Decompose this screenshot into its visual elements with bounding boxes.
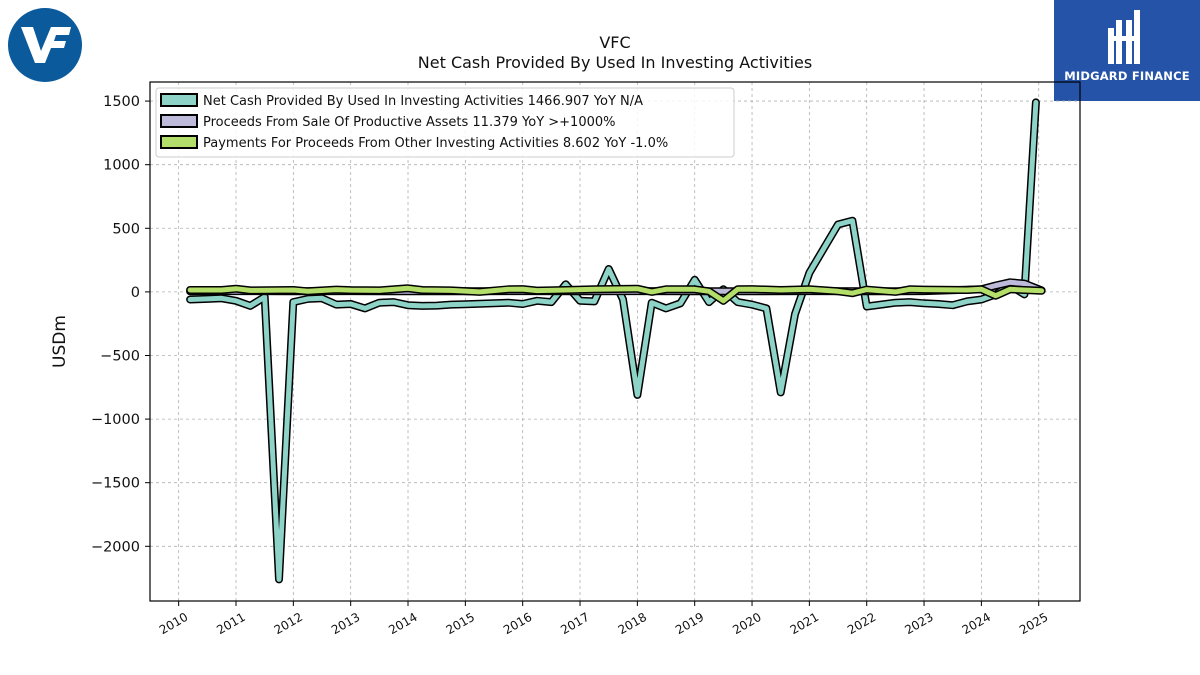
x-tick-label: 2021 — [788, 610, 821, 637]
x-tick-label: 2018 — [616, 610, 649, 637]
legend-swatch-1 — [160, 93, 198, 107]
legend-label-3: Payments For Proceeds From Other Investi… — [203, 136, 668, 151]
legend-swatch-3 — [160, 135, 198, 149]
chart-title-ticker: VFC — [599, 33, 631, 52]
x-tick-label: 2010 — [157, 610, 190, 637]
legend-label-2: Proceeds From Sale Of Productive Assets … — [203, 115, 615, 130]
y-tick-label: 0 — [131, 285, 140, 301]
chart-title: Net Cash Provided By Used In Investing A… — [417, 53, 813, 72]
x-tick-label: 2023 — [902, 610, 935, 637]
y-tick-label: −500 — [100, 348, 140, 364]
x-tick-label: 2014 — [386, 610, 419, 637]
y-tick-label: −1500 — [91, 476, 140, 492]
y-tick-label: −1000 — [91, 412, 140, 428]
x-tick-label: 2020 — [730, 610, 763, 637]
midgard-finance-mark — [1108, 10, 1140, 64]
y-axis-label: USDm — [50, 315, 70, 368]
series-line-1 — [187, 99, 1039, 582]
legend-box — [155, 87, 735, 158]
vf-logo-mark — [8, 8, 82, 82]
y-tick-label: −2000 — [91, 539, 140, 555]
series-line-3 — [187, 285, 1045, 304]
plot-frame — [149, 81, 1081, 602]
brand-name: MIDGARD FINANCE — [1064, 69, 1190, 83]
vf-logo — [7, 7, 83, 83]
midgard-finance-logo: MIDGARD FINANCE — [1054, 0, 1200, 101]
legend-swatch-2 — [160, 114, 198, 128]
x-tick-label: 2012 — [272, 610, 305, 637]
x-tick-label: 2015 — [444, 610, 477, 637]
y-tick-label: 1000 — [103, 158, 140, 174]
legend-label-1: Net Cash Provided By Used In Investing A… — [203, 94, 643, 109]
series-outline-1 — [186, 98, 1040, 584]
x-tick-label: 2011 — [214, 610, 247, 637]
y-tick-label: 1500 — [103, 94, 140, 110]
x-tick-label: 2013 — [329, 610, 362, 637]
x-tick-label: 2017 — [558, 610, 591, 637]
x-tick-label: 2025 — [1017, 610, 1050, 637]
y-tick-label: 500 — [112, 221, 140, 237]
x-tick-label: 2019 — [673, 610, 706, 637]
x-tick-label: 2016 — [501, 610, 534, 637]
x-tick-label: 2024 — [960, 610, 993, 637]
x-tick-label: 2022 — [845, 610, 878, 637]
